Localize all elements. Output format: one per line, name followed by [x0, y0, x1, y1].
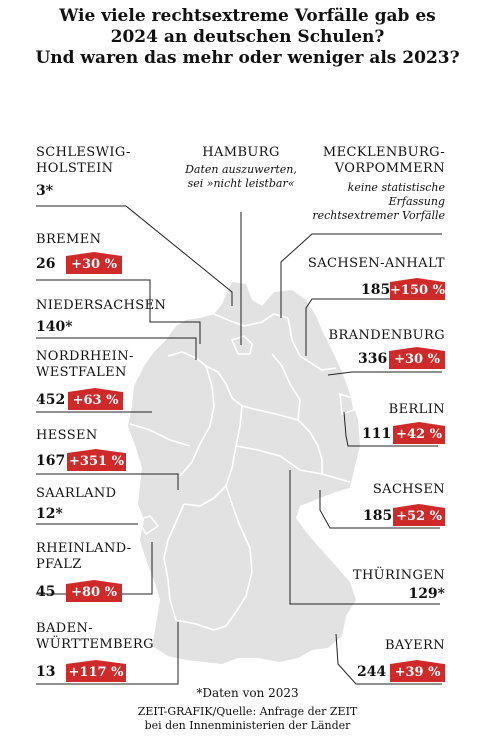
- nrw-name-2: WESTFALEN: [36, 365, 127, 380]
- value-thueringen: 129*: [408, 586, 445, 602]
- change-bayern: +39 %: [390, 664, 445, 682]
- value-nordrhein-westfalen: 452: [36, 392, 66, 408]
- label-berlin: BERLIN: [388, 402, 445, 417]
- change-hessen: +351 %: [67, 453, 126, 471]
- germany-outline: [128, 282, 360, 664]
- badge-bayern: +39 %: [390, 660, 445, 682]
- leader-sachsen-anhalt: [305, 298, 437, 356]
- value-baden-wuerttemberg: 13: [36, 664, 56, 680]
- state-borders: [129, 313, 355, 631]
- schleswig-holstein-name-2: HOLSTEIN: [36, 161, 114, 176]
- leader-mecklenburg: [280, 233, 442, 318]
- change-nordrhein-westfalen: +63 %: [68, 392, 123, 410]
- title-line-1: Wie viele rechtsextreme Vorfälle gab es: [59, 6, 436, 26]
- leader-schleswig-holstein: [36, 205, 233, 306]
- value-niedersachsen: 140*: [36, 319, 73, 335]
- label-thueringen: THÜRINGEN: [352, 568, 445, 583]
- label-saarland: SAARLAND: [36, 486, 117, 501]
- label-nordrhein-westfalen: NORDRHEIN- WESTFALEN: [36, 349, 134, 381]
- rlp-name-1: RHEINLAND-: [36, 541, 132, 556]
- label-niedersachsen: NIEDERSACHSEN: [36, 298, 167, 313]
- label-brandenburg: BRANDENBURG: [328, 328, 445, 343]
- leader-bremen: [36, 279, 201, 344]
- credit-line-1: ZEIT-GRAFIK/Quelle: Anfrage der ZEIT: [137, 705, 358, 718]
- label-sachsen-anhalt: SACHSEN-ANHALT: [307, 256, 445, 271]
- leader-thueringen: [289, 470, 440, 605]
- change-bremen: +30 %: [66, 256, 122, 274]
- value-brandenburg: 336: [358, 351, 388, 367]
- label-bremen: BREMEN: [36, 232, 102, 247]
- change-rheinland-pfalz: +80 %: [66, 584, 122, 602]
- rlp-name-2: PFALZ: [36, 557, 82, 572]
- value-sachsen-anhalt: 185: [361, 282, 391, 298]
- badge-bremen: +30 %: [66, 252, 122, 274]
- badge-rheinland-pfalz: +80 %: [66, 580, 122, 602]
- label-hessen: HESSEN: [36, 428, 98, 443]
- leader-sachsen: [319, 490, 440, 529]
- chart-title: Wie viele rechtsextreme Vorfälle gab es …: [0, 6, 495, 69]
- badge-brandenburg: +30 %: [389, 347, 445, 369]
- leader-brandenburg: [327, 371, 442, 376]
- value-berlin: 111: [362, 426, 392, 442]
- leader-niedersachsen: [36, 337, 197, 360]
- change-brandenburg: +30 %: [389, 351, 445, 369]
- badge-sachsen: +52 %: [393, 504, 445, 526]
- leader-hessen: [36, 473, 179, 490]
- badge-nordrhein-westfalen: +63 %: [68, 388, 123, 410]
- label-bayern: BAYERN: [384, 638, 445, 653]
- mecklenburg-name-2: VORPOMMERN: [334, 161, 445, 176]
- label-baden-wuerttemberg: BADEN- WÜRTTEMBERG: [36, 621, 154, 653]
- change-berlin: +42 %: [393, 426, 445, 444]
- badge-hessen: +351 %: [67, 449, 126, 471]
- note-hamburg-2: sei »nicht leistbar«: [187, 177, 295, 190]
- leader-berlin: [343, 411, 438, 447]
- value-bremen: 26: [36, 256, 56, 272]
- value-saarland: 12*: [36, 506, 63, 522]
- value-hessen: 167: [36, 453, 66, 469]
- label-mecklenburg-vorpommern: MECKLENBURG- VORPOMMERN: [323, 145, 445, 177]
- badge-baden-wuerttemberg: +117 %: [66, 660, 126, 682]
- value-bayern: 244: [357, 664, 387, 680]
- value-sachsen: 185: [363, 508, 393, 524]
- mecklenburg-name-1: MECKLENBURG-: [322, 145, 445, 160]
- credit-line-2: bei den Innenministerien der Länder: [144, 719, 351, 732]
- change-sachsen: +52 %: [393, 508, 445, 526]
- value-schleswig-holstein: 3*: [36, 183, 54, 199]
- badge-berlin: +42 %: [393, 422, 445, 444]
- footnote: *Daten von 2023: [196, 686, 299, 700]
- label-sachsen: SACHSEN: [372, 482, 445, 497]
- schleswig-holstein-name-1: SCHLESWIG-: [36, 145, 131, 160]
- bw-name-2: WÜRTTEMBERG: [36, 637, 154, 652]
- note-mecklenburg-2: Erfassung: [388, 195, 445, 208]
- note-mecklenburg-1: keine statistische: [347, 181, 445, 194]
- bw-name-1: BADEN-: [36, 621, 94, 636]
- title-line-3: Und waren das mehr oder weniger als 2023…: [35, 48, 460, 68]
- leader-baden-wuerttemberg: [36, 622, 179, 685]
- badge-sachsen-anhalt: +150 %: [390, 278, 445, 300]
- value-rheinland-pfalz: 45: [36, 584, 56, 600]
- note-mecklenburg-3: rechtsextremer Vorfälle: [312, 209, 445, 222]
- note-hamburg-1: Daten auszuwerten,: [185, 163, 297, 176]
- leader-bayern: [335, 633, 442, 685]
- change-sachsen-anhalt: +150 %: [390, 282, 445, 300]
- leader-lines: [36, 205, 442, 685]
- nrw-name-1: NORDRHEIN-: [36, 349, 134, 364]
- label-schleswig-holstein: SCHLESWIG- HOLSTEIN: [36, 145, 131, 177]
- change-baden-wuerttemberg: +117 %: [66, 664, 126, 682]
- label-hamburg: HAMBURG: [202, 145, 280, 160]
- label-rheinland-pfalz: RHEINLAND- PFALZ: [36, 541, 132, 573]
- title-line-2: 2024 an deutschen Schulen?: [110, 27, 385, 47]
